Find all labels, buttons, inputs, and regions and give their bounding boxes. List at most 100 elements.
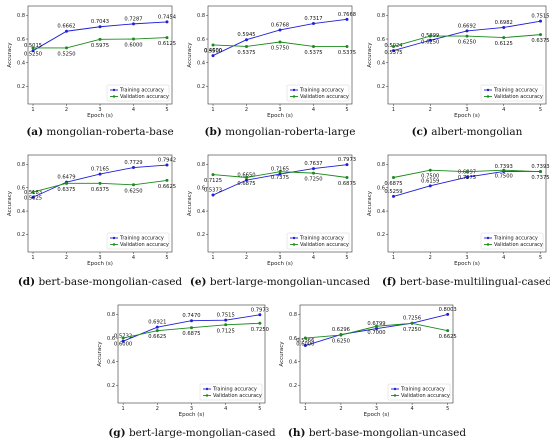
data-point-validation bbox=[258, 321, 262, 325]
data-point-training bbox=[375, 327, 378, 331]
data-point-validation bbox=[131, 37, 135, 41]
x-tick-label: 5 bbox=[446, 406, 449, 412]
x-tick-label: 3 bbox=[465, 255, 468, 261]
y-tick-label: 0.2 bbox=[197, 232, 205, 238]
x-tick-label: 3 bbox=[278, 107, 281, 113]
data-label-training: 0.7165 bbox=[91, 167, 109, 173]
legend-marker-validation bbox=[486, 243, 490, 246]
y-axis-title: Accuracy bbox=[187, 190, 193, 216]
legend-marker-training bbox=[486, 88, 490, 92]
data-point-training bbox=[465, 175, 469, 179]
y-tick-label: 0.4 bbox=[197, 60, 205, 66]
x-tick-label: 2 bbox=[429, 107, 432, 113]
legend-label-validation: Validation accuracy bbox=[120, 242, 169, 248]
data-point-validation bbox=[98, 181, 102, 185]
data-label-training: 0.6296 bbox=[332, 327, 350, 333]
y-axis-title: Accuracy bbox=[7, 190, 13, 216]
x-tick-label: 4 bbox=[502, 107, 505, 113]
data-point-validation bbox=[121, 336, 125, 340]
legend-box bbox=[106, 84, 170, 102]
panel-caption-label: (h) bbox=[288, 427, 306, 439]
data-label-training: 0.8003 bbox=[439, 307, 457, 313]
data-label-training: 0.4600 bbox=[204, 48, 222, 54]
y-tick-label: 0.8 bbox=[377, 13, 385, 19]
y-axis-title: Accuracy bbox=[97, 341, 103, 367]
chart-panel-f: 0.2 0.4 0.6 0.8 1 2 3 4 5 Epoch (s) Accuracy 0.5259… bbox=[367, 154, 550, 288]
data-point-validation bbox=[410, 321, 414, 325]
y-tick-label: 0.4 bbox=[17, 60, 25, 66]
legend-marker-training bbox=[292, 88, 296, 92]
legend-box bbox=[286, 84, 350, 102]
x-axis-title: Epoch (s) bbox=[364, 412, 390, 418]
data-point-validation bbox=[428, 34, 432, 38]
data-label-validation: 0.7125 bbox=[204, 178, 222, 184]
legend-box bbox=[480, 84, 544, 102]
x-axis-title: Epoch (s) bbox=[179, 412, 205, 418]
x-tick-label: 4 bbox=[132, 107, 135, 113]
data-point-training bbox=[245, 38, 249, 42]
data-label-validation: 0.6375 bbox=[531, 38, 549, 44]
chart-panel-b: 0.2 0.4 0.6 0.8 1 2 3 4 5 Epoch (s) Accuracy 0.4600… bbox=[187, 5, 356, 138]
data-point-training bbox=[446, 312, 450, 316]
x-tick-label: 1 bbox=[31, 255, 34, 261]
panel-caption: (g) bert-large-mongolian-cased bbox=[108, 427, 276, 439]
data-point-validation bbox=[392, 44, 396, 48]
data-label-validation: 0.7375 bbox=[531, 175, 549, 181]
chart-panel-h: 0.2 0.4 0.6 0.8 1 2 3 4 5 Epoch (s) Accuracy 0.5366… bbox=[279, 304, 466, 439]
x-tick-label: 4 bbox=[132, 255, 135, 261]
legend-label-training: Training accuracy bbox=[493, 236, 538, 242]
x-tick-label: 2 bbox=[65, 255, 68, 261]
y-axis-title: Accuracy bbox=[279, 341, 285, 367]
data-label-training: 0.7165 bbox=[271, 167, 289, 173]
y-tick-label: 0.6 bbox=[289, 336, 297, 342]
legend-label-validation: Validation accuracy bbox=[494, 94, 543, 100]
data-label-validation: 0.6125 bbox=[158, 41, 176, 47]
data-point-training bbox=[98, 172, 102, 176]
data-label-training: 0.7973 bbox=[251, 307, 269, 313]
x-tick-label: 5 bbox=[539, 107, 542, 113]
y-tick-label: 0.4 bbox=[17, 209, 25, 215]
y-tick-label: 0.2 bbox=[377, 232, 385, 238]
panel-caption-label: (e) bbox=[190, 276, 207, 288]
x-tick-label: 5 bbox=[165, 107, 168, 113]
data-point-validation bbox=[375, 324, 378, 328]
x-axis-title: Epoch (s) bbox=[87, 113, 113, 119]
data-point-training bbox=[311, 22, 315, 26]
x-axis-title: Epoch (s) bbox=[267, 261, 293, 267]
data-point-training bbox=[165, 20, 169, 24]
y-tick-label: 0.6 bbox=[17, 185, 25, 191]
data-point-validation bbox=[165, 178, 169, 182]
panel-caption-text: bert-base-mongolian-cased bbox=[35, 276, 182, 288]
data-point-validation bbox=[311, 171, 315, 175]
x-tick-label: 5 bbox=[345, 255, 348, 261]
data-point-validation bbox=[502, 168, 506, 172]
legend-marker-validation bbox=[393, 394, 397, 397]
data-point-training bbox=[31, 49, 35, 53]
panel-caption: (b) mongolian-roberta-large bbox=[205, 126, 356, 138]
x-tick-label: 5 bbox=[258, 406, 261, 412]
data-label-training: 0.5373 bbox=[204, 188, 222, 194]
data-label-training: 0.7973 bbox=[338, 157, 356, 163]
y-tick-label: 0.8 bbox=[197, 13, 205, 19]
data-label-validation: 0.6250 bbox=[421, 40, 439, 46]
data-label-training: 0.5015 bbox=[24, 43, 42, 49]
data-point-validation bbox=[165, 36, 169, 40]
data-label-validation: 0.6875 bbox=[237, 181, 255, 187]
y-tick-label: 0.8 bbox=[197, 162, 205, 168]
x-tick-label: 1 bbox=[392, 255, 395, 261]
data-label-validation: 0.6625 bbox=[148, 334, 166, 340]
x-tick-label: 2 bbox=[65, 107, 68, 113]
panel-caption-label: (g) bbox=[108, 427, 125, 439]
legend-marker-training bbox=[112, 88, 116, 92]
data-label-validation: 0.5250 bbox=[24, 51, 42, 57]
x-tick-label: 4 bbox=[410, 406, 413, 412]
panel-caption-label: (f) bbox=[382, 276, 396, 288]
data-point-validation bbox=[538, 33, 542, 37]
y-tick-label: 0.8 bbox=[17, 162, 25, 168]
data-point-validation bbox=[465, 170, 469, 174]
data-label-validation: 0.6375 bbox=[57, 187, 75, 193]
